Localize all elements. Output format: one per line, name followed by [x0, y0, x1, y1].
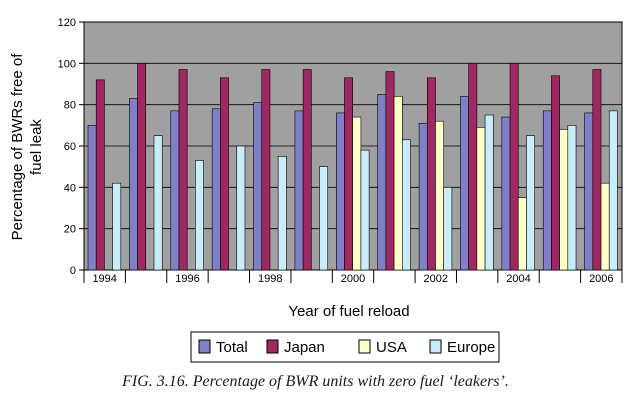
bar-europe: [195, 160, 204, 271]
x-tick-label: 2004: [506, 273, 530, 285]
y-axis: 0 20 40 60 80 100 120: [58, 17, 84, 277]
bar-europe: [236, 145, 246, 271]
bar-total: [336, 112, 345, 271]
bar-japan: [551, 75, 560, 271]
bar-usa: [559, 129, 569, 271]
y-tick-label: 120: [58, 17, 76, 29]
x-tick-label: 2000: [341, 273, 365, 285]
bar-total: [542, 110, 552, 271]
bar-europe: [608, 110, 618, 271]
bar-chart: 0 20 40 60 80 100 120 1994 1996 1998 2000 2002 2004…: [9, 17, 623, 363]
bar-total: [129, 98, 138, 271]
bar-europe: [526, 135, 535, 271]
bar-total: [584, 112, 594, 271]
bar-usa: [517, 197, 527, 271]
bars: [87, 63, 618, 271]
bar-japan: [95, 79, 105, 271]
bar-europe: [484, 114, 494, 271]
bar-japan: [344, 77, 354, 271]
bar-japan: [468, 63, 478, 271]
bar-europe: [401, 139, 411, 271]
bar-total: [294, 110, 304, 271]
bar-usa: [435, 120, 444, 271]
bar-europe: [567, 125, 577, 271]
x-tick-label: 2002: [424, 273, 448, 285]
bar-total: [377, 94, 387, 271]
bar-europe: [360, 149, 370, 271]
bar-total: [170, 110, 180, 271]
y-axis-title-line-2: fuel leak: [28, 119, 45, 175]
bar-total: [211, 108, 221, 271]
legend-label-usa: USA: [376, 339, 407, 356]
x-axis: 1994 1996 1998 2000 2002 2004 2006: [83, 270, 623, 285]
bar-europe: [112, 182, 122, 271]
bar-usa: [393, 96, 403, 271]
bar-total: [501, 116, 511, 271]
legend: Total Japan USA Europe: [190, 331, 500, 363]
y-tick-label: 20: [64, 224, 76, 236]
y-tick-label: 40: [64, 182, 76, 194]
bar-europe: [443, 187, 453, 271]
x-tick-label: 1994: [92, 273, 116, 285]
y-tick-label: 0: [70, 265, 76, 277]
y-tick-label: 60: [64, 141, 76, 153]
bar-total: [253, 102, 263, 271]
bar-japan: [302, 69, 312, 271]
bar-japan: [220, 77, 229, 271]
bar-europe: [153, 135, 163, 271]
x-axis-title: Year of fuel reload: [288, 303, 409, 320]
bar-japan: [178, 69, 188, 271]
bar-japan: [261, 69, 271, 271]
bar-usa: [600, 182, 610, 271]
bar-japan: [385, 71, 395, 271]
y-axis-title-line-1: Percentage of BWRs free of: [9, 53, 26, 241]
y-tick-label: 80: [64, 100, 76, 112]
bar-japan: [509, 63, 519, 271]
bar-usa: [476, 127, 486, 271]
legend-swatch-total: [198, 339, 211, 354]
legend-swatch-japan: [266, 339, 279, 354]
figure-caption: FIG. 3.16. Percentage of BWR units with …: [122, 373, 509, 390]
legend-label-europe: Europe: [447, 339, 495, 356]
legend-label-total: Total: [216, 339, 248, 356]
legend-swatch-europe: [429, 339, 442, 354]
x-tick-label: 1998: [258, 273, 282, 285]
bar-japan: [592, 69, 602, 271]
bar-usa: [352, 116, 362, 271]
bar-japan: [426, 77, 436, 271]
legend-swatch-usa: [358, 339, 371, 354]
bar-total: [460, 96, 469, 271]
x-tick-label: 2006: [589, 273, 613, 285]
y-tick-label: 100: [58, 58, 76, 70]
legend-label-japan: Japan: [284, 339, 325, 356]
bar-europe: [319, 166, 329, 271]
bar-total: [87, 125, 97, 271]
bar-total: [418, 122, 428, 271]
x-tick-label: 1996: [175, 273, 199, 285]
bar-europe: [277, 156, 287, 271]
bar-japan: [137, 63, 147, 271]
legend-box: [190, 331, 500, 363]
